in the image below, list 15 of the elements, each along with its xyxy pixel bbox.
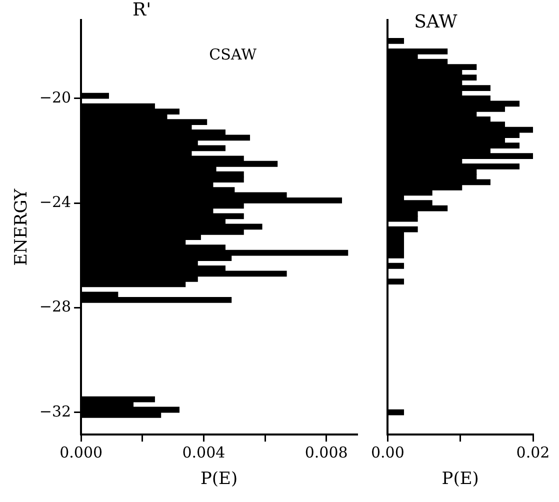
x-axis-title: P(E) bbox=[442, 469, 479, 490]
x-tick-label: 0.000 bbox=[60, 443, 103, 462]
x-tick-label: 0.004 bbox=[182, 443, 226, 462]
y-tick-label: −28 bbox=[39, 298, 72, 316]
x-axis-title: P(E) bbox=[200, 469, 238, 490]
chart-title: R' bbox=[132, 0, 152, 21]
y-tick-label: −32 bbox=[39, 402, 72, 420]
chart-title: SAW bbox=[414, 12, 458, 33]
y-tick-label: −20 bbox=[39, 88, 72, 106]
y-tick-label: −24 bbox=[39, 192, 72, 211]
text: CSAW bbox=[209, 45, 258, 64]
x-tick-label: 0.008 bbox=[304, 443, 348, 462]
x-tick-label: 0.00 bbox=[370, 443, 404, 462]
x-tick-label: 0.02 bbox=[516, 443, 550, 462]
y-axis-title: ENERGY bbox=[12, 188, 32, 266]
